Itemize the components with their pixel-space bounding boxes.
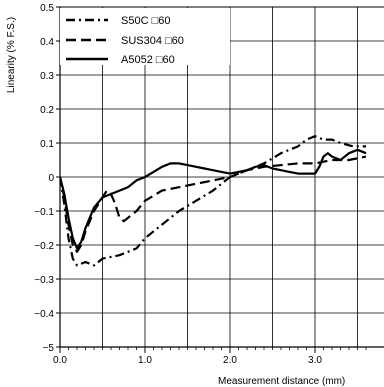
- series-line-a5052: [60, 148, 367, 250]
- y-tick-label: 0.2: [40, 105, 54, 116]
- legend: S50C □60 SUS304 □60 A5052 □60: [60, 8, 230, 66]
- y-tick-label: −0.3: [34, 275, 54, 286]
- y-tick-label: −5: [43, 343, 55, 354]
- series-lines: [60, 135, 367, 267]
- x-tick-label: 0.0: [53, 355, 67, 366]
- legend-box: [60, 8, 230, 65]
- x-tick-label: 3.0: [308, 355, 322, 366]
- y-tick-label: −0.1: [34, 207, 54, 218]
- y-tick-label: 0.5: [40, 3, 54, 14]
- x-tick-label: 2.0: [223, 355, 237, 366]
- legend-label-a5052: A5052 □60: [121, 54, 175, 66]
- y-axis-label: Linearity (% F.S.): [6, 17, 17, 93]
- tick-labels: 0.5 0.4 0.3 0.2 0.1 0 −0.1 −0.2 −0.3 −0.4 −50.0 1.0…: [34, 3, 322, 366]
- x-tick-label: 1.0: [138, 355, 152, 366]
- axes: [56, 6, 384, 353]
- y-tick-label: −0.2: [34, 241, 54, 252]
- legend-label-sus304: SUS304 □60: [121, 35, 184, 47]
- y-tick-label: 0: [48, 173, 54, 184]
- series-line-sus304: [60, 155, 367, 253]
- legend-label-s50c: S50C □60: [121, 15, 170, 27]
- series-line-s50c: [60, 135, 366, 267]
- y-tick-label: 0.3: [40, 71, 54, 82]
- x-axis-label: Measurement distance (mm): [218, 376, 345, 387]
- y-tick-label: 0.1: [40, 139, 54, 150]
- y-tick-label: 0.4: [40, 37, 54, 48]
- y-tick-label: −0.4: [34, 309, 54, 320]
